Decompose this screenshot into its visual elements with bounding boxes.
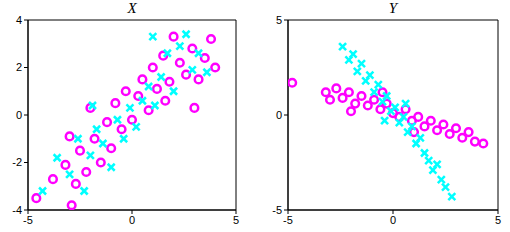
svg-text:-5: -5 (272, 204, 282, 216)
svg-text:-4: -4 (12, 204, 22, 216)
html-text:Y: Y (388, 0, 398, 16)
svg-text:0: 0 (276, 109, 282, 121)
svg-text:-5: -5 (23, 214, 33, 226)
svg-text:2: 2 (16, 61, 22, 73)
svg-text:0: 0 (129, 214, 135, 226)
svg-text:-5: -5 (283, 214, 293, 226)
svg-text:0: 0 (16, 109, 22, 121)
svg-text:0: 0 (390, 214, 396, 226)
svg-text:5: 5 (233, 214, 239, 226)
svg-text:5: 5 (495, 214, 501, 226)
svg-text:4: 4 (16, 14, 22, 26)
html-text:X: X (127, 0, 137, 16)
svg-text:-2: -2 (12, 156, 22, 168)
svg-text:5: 5 (276, 14, 282, 26)
